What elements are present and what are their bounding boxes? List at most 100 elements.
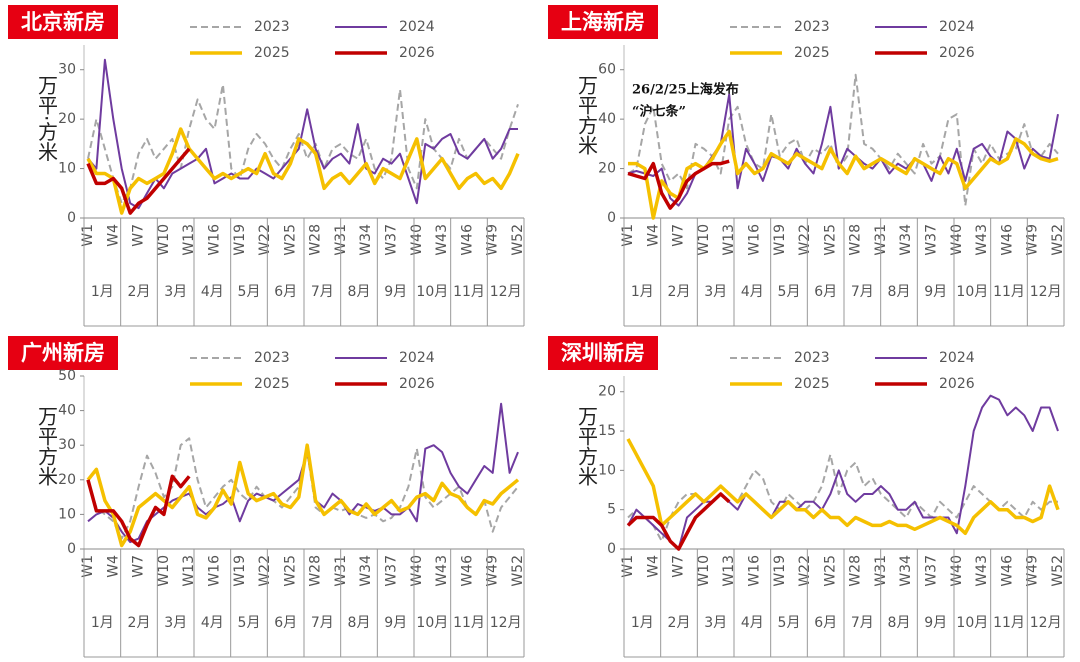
chart-title: 深圳新房 xyxy=(561,341,645,365)
month-label: 10月 xyxy=(416,284,448,300)
x-tick-label: W28 xyxy=(308,555,324,587)
x-tick-label: W46 xyxy=(999,224,1015,256)
series-line xyxy=(86,147,191,215)
y-tick-label: 20 xyxy=(598,384,616,400)
x-tick-label: W52 xyxy=(510,224,526,256)
legend-label: 2026 xyxy=(399,376,435,392)
month-label: 8月 xyxy=(888,615,911,631)
x-tick-label: W7 xyxy=(671,555,687,578)
month-label: 5月 xyxy=(238,284,261,300)
x-tick-label: W49 xyxy=(485,224,501,256)
y-axis-label: 万平方米 xyxy=(35,406,59,486)
month-label: 11月 xyxy=(453,615,485,631)
x-tick-label: W22 xyxy=(257,555,273,587)
month-label: 1月 xyxy=(631,615,654,631)
x-tick-label: W43 xyxy=(974,555,990,587)
x-tick-label: W10 xyxy=(156,224,172,256)
month-label: 2月 xyxy=(128,615,151,631)
x-tick-label: W52 xyxy=(510,555,526,587)
x-tick-label: W28 xyxy=(848,224,864,256)
chart-title: 广州新房 xyxy=(21,341,105,365)
chart-title: 北京新房 xyxy=(21,10,105,34)
month-label: 4月 xyxy=(201,284,224,300)
y-tick-label: 20 xyxy=(58,111,76,127)
x-tick-label: W19 xyxy=(772,555,788,587)
x-tick-label: W34 xyxy=(898,224,914,256)
x-tick-label: W1 xyxy=(620,555,636,578)
month-label: 8月 xyxy=(348,615,371,631)
month-label: 1月 xyxy=(91,284,114,300)
month-label: 11月 xyxy=(993,284,1025,300)
x-tick-label: W4 xyxy=(645,555,661,578)
annotation: 26/2/25上海发布 xyxy=(632,82,739,98)
y-tick-label: 15 xyxy=(598,423,616,439)
month-label: 7月 xyxy=(311,284,334,300)
x-tick-label: W37 xyxy=(384,555,400,587)
x-tick-label: W28 xyxy=(848,555,864,587)
month-label: 6月 xyxy=(814,615,837,631)
legend-label: 2024 xyxy=(939,19,975,35)
x-tick-label: W19 xyxy=(232,555,248,587)
x-tick-label: W40 xyxy=(949,224,965,256)
y-tick-label: 50 xyxy=(58,368,76,384)
x-tick-label: W37 xyxy=(924,224,940,256)
month-label: 2月 xyxy=(668,615,691,631)
y-tick-label: 20 xyxy=(58,472,76,488)
x-tick-label: W7 xyxy=(671,224,687,247)
month-label: 9月 xyxy=(924,284,947,300)
x-tick-label: W22 xyxy=(797,224,813,256)
x-tick-label: W16 xyxy=(746,555,762,587)
month-label: 7月 xyxy=(311,615,334,631)
x-tick-label: W10 xyxy=(156,555,172,587)
x-tick-label: W46 xyxy=(999,555,1015,587)
month-label: 5月 xyxy=(778,284,801,300)
series-line xyxy=(86,127,520,215)
y-tick-label: 0 xyxy=(607,541,616,557)
month-label: 2月 xyxy=(668,284,691,300)
x-tick-label: W19 xyxy=(232,224,248,256)
x-tick-label: W1 xyxy=(80,224,96,247)
y-axis-label: 万平方米 xyxy=(575,75,599,155)
x-tick-label: W49 xyxy=(1025,224,1041,256)
legend-label: 2026 xyxy=(939,376,975,392)
x-tick-label: W37 xyxy=(384,224,400,256)
x-tick-label: W46 xyxy=(459,555,475,587)
y-axis-label: 万平·方米 xyxy=(35,75,59,161)
series-line xyxy=(626,492,731,551)
x-tick-label: W22 xyxy=(257,224,273,256)
legend-label: 2025 xyxy=(794,376,830,392)
month-label: 6月 xyxy=(274,284,297,300)
x-tick-label: W49 xyxy=(1025,555,1041,587)
x-tick-label: W16 xyxy=(746,224,762,256)
title-box xyxy=(8,336,118,370)
x-tick-label: W19 xyxy=(772,224,788,256)
x-tick-label: W7 xyxy=(131,224,147,247)
month-label: 4月 xyxy=(741,284,764,300)
x-tick-label: W34 xyxy=(358,224,374,256)
legend-label: 2024 xyxy=(399,350,435,366)
x-tick-label: W10 xyxy=(696,555,712,587)
month-label: 7月 xyxy=(851,284,874,300)
x-tick-label: W25 xyxy=(282,224,298,256)
month-label: 7月 xyxy=(851,615,874,631)
x-tick-label: W10 xyxy=(696,224,712,256)
month-label: 2月 xyxy=(128,284,151,300)
x-tick-label: W13 xyxy=(181,224,197,256)
title-box xyxy=(8,5,118,39)
x-tick-label: W40 xyxy=(409,224,425,256)
y-tick-label: 60 xyxy=(598,62,616,78)
x-tick-label: W25 xyxy=(282,555,298,587)
series-line xyxy=(86,443,520,548)
month-label: 5月 xyxy=(778,615,801,631)
month-label: 12月 xyxy=(490,615,522,631)
series-line xyxy=(87,437,519,540)
y-tick-label: 20 xyxy=(598,161,616,177)
x-tick-label: W7 xyxy=(131,555,147,578)
x-tick-label: W40 xyxy=(949,555,965,587)
month-label: 8月 xyxy=(888,284,911,300)
month-label: 9月 xyxy=(384,284,407,300)
x-tick-label: W4 xyxy=(645,224,661,247)
